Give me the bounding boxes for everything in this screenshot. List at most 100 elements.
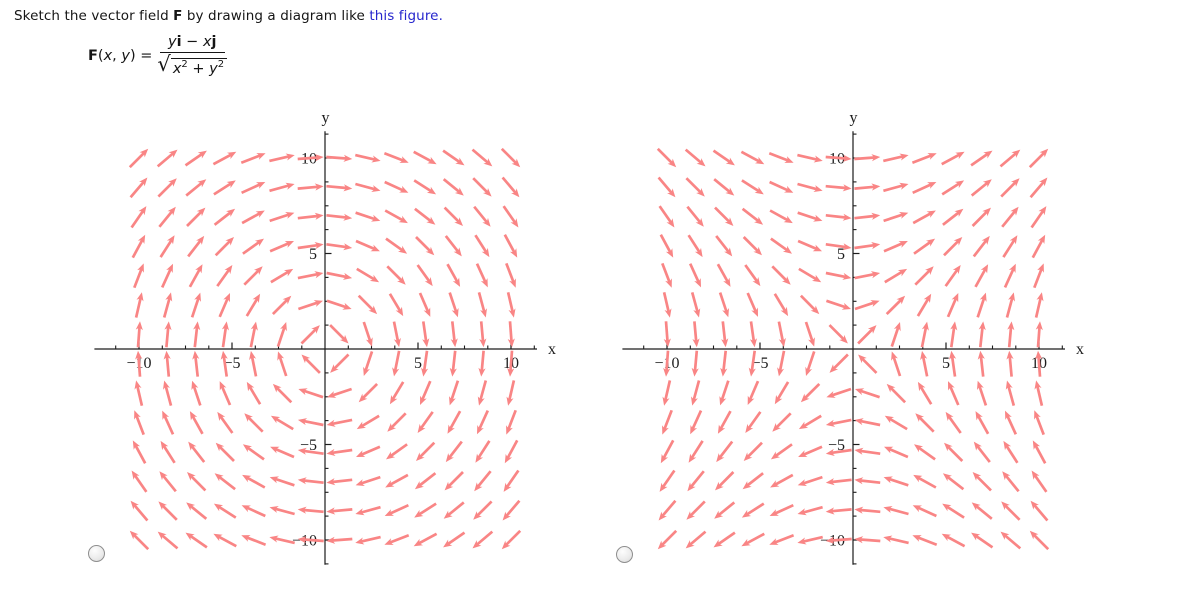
field-vector bbox=[414, 207, 436, 225]
field-vector bbox=[269, 476, 295, 487]
field-vector bbox=[855, 388, 881, 399]
field-vector bbox=[356, 445, 381, 457]
field-vector bbox=[749, 321, 757, 348]
field-vector bbox=[387, 412, 407, 432]
field-vector bbox=[358, 382, 379, 403]
field-vector bbox=[942, 503, 965, 519]
field-vector bbox=[917, 381, 933, 405]
field-vector bbox=[277, 351, 288, 377]
field-vector bbox=[392, 321, 401, 348]
field-vector bbox=[799, 294, 820, 315]
field-vector bbox=[297, 300, 323, 311]
field-vector bbox=[825, 213, 852, 221]
sqrt-sign: √ bbox=[157, 52, 171, 76]
field-vector bbox=[770, 237, 792, 254]
field-vector bbox=[213, 180, 236, 196]
field-vector bbox=[920, 321, 929, 348]
field-vector bbox=[747, 380, 760, 405]
field-vector bbox=[214, 473, 236, 491]
field-vector bbox=[158, 501, 178, 521]
field-vector bbox=[1000, 531, 1022, 550]
field-vector bbox=[741, 179, 764, 195]
field-vector bbox=[914, 266, 934, 286]
field-vector bbox=[326, 418, 353, 427]
y-tick-label: 5 bbox=[837, 246, 845, 263]
field-vector bbox=[715, 471, 735, 491]
field-vector bbox=[329, 324, 349, 344]
field-vector bbox=[420, 380, 432, 405]
field-vector bbox=[188, 264, 203, 288]
field-vector bbox=[326, 154, 353, 162]
field-vector bbox=[301, 354, 321, 374]
field-vector bbox=[886, 383, 907, 404]
field-vector bbox=[416, 441, 436, 461]
field-vector bbox=[447, 410, 462, 434]
field-vector bbox=[825, 299, 851, 310]
field-vector bbox=[1005, 380, 1016, 406]
field-vector bbox=[192, 350, 200, 377]
field-vector bbox=[445, 440, 463, 463]
field-vector bbox=[740, 150, 765, 165]
field-vector bbox=[971, 532, 994, 549]
field-vector bbox=[134, 292, 144, 318]
field-vector bbox=[186, 207, 206, 227]
field-vector bbox=[656, 147, 677, 168]
field-vector bbox=[777, 350, 786, 377]
field-vector bbox=[163, 350, 171, 377]
field-vector bbox=[686, 205, 704, 227]
field-vector bbox=[213, 503, 237, 519]
field-vector bbox=[500, 147, 521, 168]
field-vector bbox=[271, 295, 292, 316]
field-vector bbox=[131, 470, 148, 493]
field-vector bbox=[326, 184, 353, 192]
field-vector bbox=[691, 380, 701, 406]
answer-radio-left[interactable] bbox=[88, 545, 105, 562]
field-vector bbox=[1030, 206, 1047, 229]
field-vector bbox=[657, 529, 678, 550]
field-vector bbox=[356, 414, 380, 430]
field-vector bbox=[297, 447, 324, 456]
field-vector bbox=[1030, 500, 1049, 522]
field-vector bbox=[159, 235, 175, 258]
field-vector bbox=[215, 442, 235, 462]
field-vector bbox=[477, 410, 490, 435]
field-vector bbox=[971, 502, 993, 520]
field-vector bbox=[442, 178, 464, 196]
field-vector bbox=[913, 238, 936, 255]
field-vector bbox=[769, 180, 794, 193]
y-axis-label: y bbox=[322, 109, 330, 126]
field-vector bbox=[186, 502, 208, 520]
field-vector bbox=[297, 154, 324, 162]
field-vector bbox=[507, 350, 515, 377]
field-vector bbox=[883, 212, 909, 223]
field-vector bbox=[745, 411, 762, 433]
x-tick-label: 5 bbox=[942, 355, 950, 372]
field-vector bbox=[828, 324, 848, 344]
field-vector bbox=[943, 237, 963, 257]
field-vector bbox=[1000, 178, 1020, 198]
field-vector bbox=[1028, 148, 1049, 169]
field-vector bbox=[472, 530, 494, 549]
field-vector bbox=[774, 381, 790, 405]
answer-radio-right[interactable] bbox=[616, 546, 633, 563]
field-vector bbox=[418, 292, 431, 317]
field-vector bbox=[971, 207, 991, 227]
field-vector bbox=[132, 440, 147, 464]
field-vector bbox=[478, 350, 486, 377]
field-vector bbox=[241, 182, 266, 195]
field-vector bbox=[383, 152, 409, 163]
field-vector bbox=[883, 535, 909, 545]
field-vector bbox=[798, 445, 823, 457]
field-vector bbox=[1031, 234, 1046, 259]
field-vector bbox=[912, 535, 938, 546]
field-vector bbox=[442, 149, 465, 166]
field-vector bbox=[941, 151, 965, 166]
field-vector bbox=[135, 350, 143, 377]
field-vector bbox=[769, 534, 795, 545]
field-vector bbox=[854, 447, 881, 456]
field-vector bbox=[1001, 501, 1021, 521]
field-vector bbox=[269, 212, 295, 223]
field-vector bbox=[355, 211, 381, 222]
field-vector bbox=[355, 505, 381, 516]
figure-link[interactable]: this figure. bbox=[369, 8, 443, 24]
